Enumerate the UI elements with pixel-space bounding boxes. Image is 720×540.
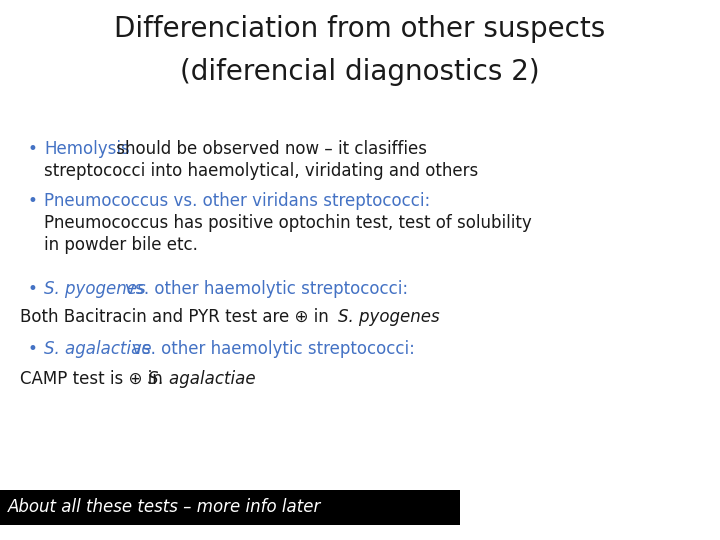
Text: (diferencial diagnostics 2): (diferencial diagnostics 2) [180, 58, 540, 86]
Text: •: • [28, 192, 38, 210]
Text: S. pyogenes: S. pyogenes [44, 280, 145, 298]
Text: Pneumococcus has positive optochin test, test of solubility: Pneumococcus has positive optochin test,… [44, 214, 532, 232]
Text: About all these tests – more info later: About all these tests – more info later [8, 498, 321, 516]
Text: should be observed now – it clasiffies: should be observed now – it clasiffies [111, 140, 427, 158]
Text: vs. other haemolytic streptococci:: vs. other haemolytic streptococci: [132, 340, 415, 358]
Text: streptococci into haemolytical, viridating and others: streptococci into haemolytical, viridati… [44, 162, 478, 180]
Text: Hemolysis: Hemolysis [44, 140, 130, 158]
Text: •: • [28, 280, 38, 298]
Text: Pneumococcus vs. other viridans streptococci:: Pneumococcus vs. other viridans streptoc… [44, 192, 431, 210]
Text: •: • [28, 340, 38, 358]
Text: •: • [28, 140, 38, 158]
Text: in powder bile etc.: in powder bile etc. [44, 236, 198, 254]
Text: vs. other haemolytic streptococci:: vs. other haemolytic streptococci: [120, 280, 408, 298]
Text: CAMP test is ⊕ in: CAMP test is ⊕ in [20, 370, 168, 388]
Text: S. agalactiae: S. agalactiae [148, 370, 256, 388]
Bar [0, 490, 460, 525]
Text: Both Bacitracin and PYR test are ⊕ in: Both Bacitracin and PYR test are ⊕ in [20, 308, 334, 326]
Text: S. pyogenes: S. pyogenes [338, 308, 440, 326]
Text: Differenciation from other suspects: Differenciation from other suspects [114, 15, 606, 43]
Text: S. agalactiae: S. agalactiae [44, 340, 152, 358]
